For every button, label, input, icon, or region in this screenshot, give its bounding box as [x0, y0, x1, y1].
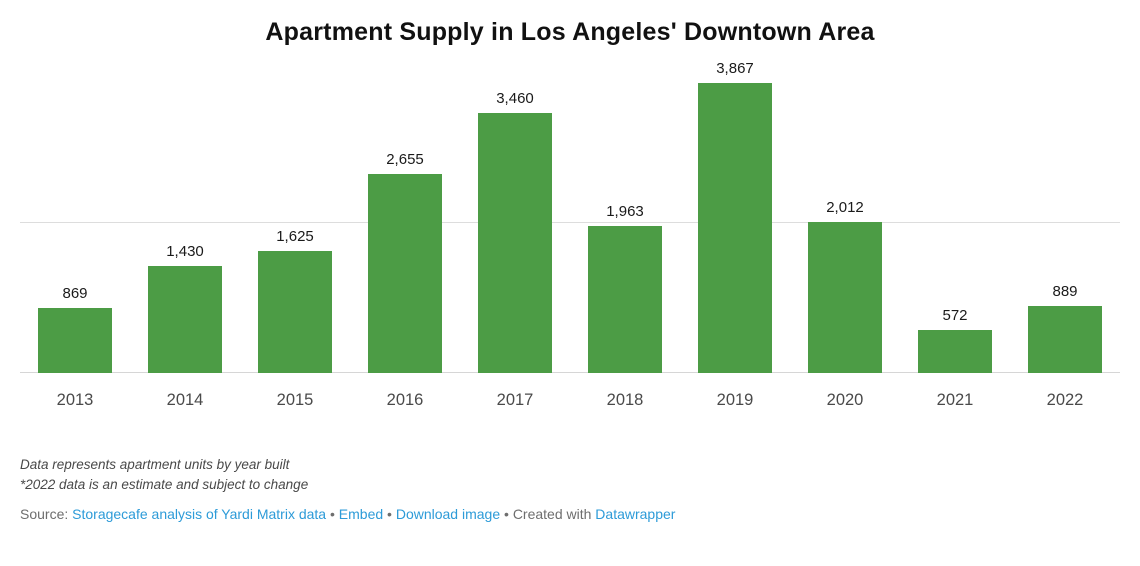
separator-dot: •: [387, 506, 392, 523]
gridline: [20, 222, 1120, 223]
bar-column-2013: 869 2013: [20, 55, 130, 427]
download-image-link[interactable]: Download image: [395, 506, 501, 523]
bar[interactable]: [147, 266, 223, 373]
bar-column-2020: 2,012 2020: [790, 55, 900, 427]
bar-columns: 869 2013 1,430 2014 1,625 2015 2,655 2016 3,460 2…: [20, 55, 1120, 427]
x-axis-label: 2022: [1046, 390, 1084, 409]
bar[interactable]: [807, 222, 883, 373]
bar-value-label: 572: [942, 307, 968, 324]
bar-value-label: 1,963: [606, 203, 644, 220]
bar-column-2022: 889 2022: [1010, 55, 1120, 427]
bar-value-label: 889: [1052, 283, 1078, 300]
bar[interactable]: [1027, 306, 1103, 373]
footnote-estimate: *2022 data is an estimate and subject to…: [20, 476, 309, 492]
bar[interactable]: [697, 83, 773, 373]
bar[interactable]: [367, 174, 443, 373]
x-axis-label: 2013: [56, 390, 94, 409]
bar-column-2015: 1,625 2015: [240, 55, 350, 427]
x-axis-baseline: [20, 372, 1120, 373]
x-axis-label: 2020: [826, 390, 864, 409]
bar-value-label: 3,460: [496, 90, 534, 107]
bar-column-2014: 1,430 2014: [130, 55, 240, 427]
bar-column-2021: 572 2021: [900, 55, 1010, 427]
chart-title: Apartment Supply in Los Angeles' Downtow…: [265, 18, 875, 46]
bar[interactable]: [917, 330, 993, 373]
source-link[interactable]: Storagecafe analysis of Yardi Matrix dat…: [72, 506, 327, 523]
created-with-label: Created with: [512, 506, 592, 523]
x-axis-label: 2019: [716, 390, 754, 409]
separator-dot: •: [504, 506, 509, 523]
source-line: Source: Storagecafe analysis of Yardi Ma…: [20, 506, 1120, 522]
footnote-units: Data represents apartment units by year …: [20, 457, 290, 472]
bar-value-label: 3,867: [716, 60, 754, 77]
bar-column-2017: 3,460 2017: [460, 55, 570, 427]
bar-column-2018: 1,963 2018: [570, 55, 680, 427]
x-axis-label: 2021: [936, 390, 974, 409]
bar-value-label: 2,012: [826, 199, 864, 216]
bar-column-2019: 3,867 2019: [680, 55, 790, 427]
bar-column-2016: 2,655 2016: [350, 55, 460, 427]
bar[interactable]: [257, 251, 333, 373]
x-axis-label: 2017: [496, 390, 534, 409]
bar-value-label: 869: [62, 285, 88, 302]
x-axis-label: 2016: [386, 390, 424, 409]
bar-value-label: 1,625: [276, 228, 314, 245]
x-axis-label: 2014: [166, 390, 204, 409]
source-prefix-label: Source:: [20, 506, 73, 523]
chart-notes: Data represents apartment units by year …: [20, 455, 1120, 494]
datawrapper-link[interactable]: Datawrapper: [595, 506, 676, 523]
bar[interactable]: [37, 308, 113, 373]
x-axis-label: 2018: [606, 390, 644, 409]
x-axis-label: 2015: [276, 390, 314, 409]
separator-dot: •: [329, 506, 335, 523]
bar-value-label: 2,655: [386, 151, 424, 168]
bar-value-label: 1,430: [166, 243, 204, 260]
embed-link[interactable]: Embed: [338, 506, 384, 523]
bar[interactable]: [477, 113, 553, 373]
bar-chart: 869 2013 1,430 2014 1,625 2015 2,655 2016 3,460 2…: [20, 55, 1120, 427]
bar[interactable]: [587, 226, 663, 373]
